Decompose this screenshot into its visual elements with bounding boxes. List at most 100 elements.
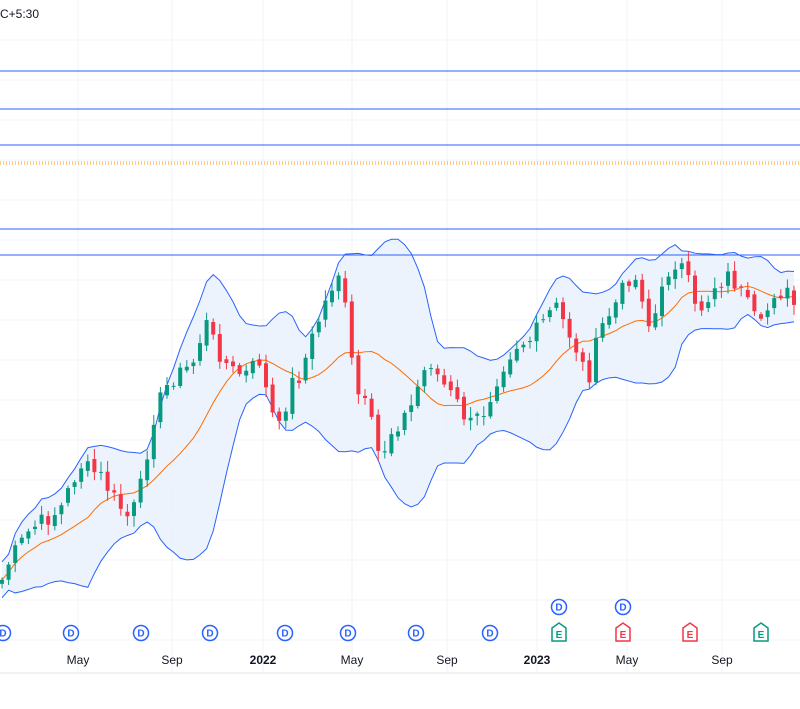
candle[interactable] bbox=[409, 394, 414, 422]
candle[interactable] bbox=[732, 261, 737, 292]
candle[interactable] bbox=[521, 341, 526, 353]
candle[interactable] bbox=[191, 358, 196, 374]
candle[interactable] bbox=[587, 352, 592, 389]
candle[interactable] bbox=[204, 312, 209, 352]
candle[interactable] bbox=[600, 317, 605, 342]
candle[interactable] bbox=[686, 252, 691, 283]
candle[interactable] bbox=[277, 407, 282, 430]
candle[interactable] bbox=[211, 318, 216, 340]
candle[interactable] bbox=[706, 295, 711, 313]
candle[interactable] bbox=[356, 349, 361, 404]
candle[interactable] bbox=[620, 280, 625, 310]
candle[interactable] bbox=[488, 391, 493, 419]
candle[interactable] bbox=[712, 277, 717, 307]
candle[interactable] bbox=[283, 407, 288, 429]
dividend-marker[interactable]: D bbox=[481, 624, 499, 642]
candle[interactable] bbox=[501, 366, 506, 392]
candle[interactable] bbox=[739, 284, 744, 297]
candle[interactable] bbox=[765, 303, 770, 325]
dividend-marker[interactable]: D bbox=[0, 624, 12, 642]
candle[interactable] bbox=[389, 428, 394, 457]
candle[interactable] bbox=[376, 409, 381, 462]
candle[interactable] bbox=[693, 270, 697, 312]
candle[interactable] bbox=[250, 358, 255, 379]
candle[interactable] bbox=[759, 312, 763, 321]
candle[interactable] bbox=[613, 299, 618, 324]
candle[interactable] bbox=[19, 534, 24, 546]
candle[interactable] bbox=[726, 262, 730, 294]
candle[interactable] bbox=[26, 528, 31, 545]
candle[interactable] bbox=[547, 306, 552, 323]
dividend-marker[interactable]: D bbox=[201, 624, 219, 642]
candle[interactable] bbox=[422, 366, 427, 393]
candle[interactable] bbox=[264, 354, 268, 397]
candle[interactable] bbox=[39, 505, 44, 530]
horizontal-lines[interactable] bbox=[0, 70, 800, 256]
candle[interactable] bbox=[257, 353, 262, 368]
candle[interactable] bbox=[303, 353, 308, 384]
candle[interactable] bbox=[330, 282, 334, 307]
candle[interactable] bbox=[217, 324, 222, 369]
candle[interactable] bbox=[46, 511, 51, 536]
candle[interactable] bbox=[541, 314, 546, 323]
candle[interactable] bbox=[369, 393, 374, 420]
candle[interactable] bbox=[145, 450, 150, 487]
candle[interactable] bbox=[66, 485, 70, 507]
candle[interactable] bbox=[158, 387, 163, 429]
candle[interactable] bbox=[627, 279, 631, 292]
candle[interactable] bbox=[752, 290, 757, 316]
candle[interactable] bbox=[745, 282, 750, 300]
candle[interactable] bbox=[118, 484, 123, 516]
candle[interactable] bbox=[594, 328, 598, 386]
dividend-marker[interactable]: D bbox=[339, 624, 357, 642]
candle[interactable] bbox=[198, 334, 202, 366]
candle[interactable] bbox=[607, 307, 612, 329]
candle[interactable] bbox=[396, 426, 400, 441]
candle[interactable] bbox=[125, 504, 130, 526]
candle[interactable] bbox=[237, 362, 242, 377]
candle[interactable] bbox=[699, 295, 704, 316]
candle[interactable] bbox=[13, 540, 18, 573]
candle[interactable] bbox=[85, 454, 90, 477]
candle[interactable] bbox=[79, 463, 84, 489]
candle[interactable] bbox=[495, 378, 499, 404]
candle[interactable] bbox=[72, 479, 77, 495]
candle[interactable] bbox=[343, 270, 348, 308]
candle[interactable] bbox=[528, 336, 532, 349]
candle[interactable] bbox=[778, 289, 783, 301]
candle[interactable] bbox=[363, 389, 367, 405]
earnings-marker[interactable]: E bbox=[615, 622, 631, 642]
dividend-marker[interactable]: D bbox=[614, 598, 632, 616]
candle[interactable] bbox=[382, 440, 387, 459]
candle[interactable] bbox=[112, 483, 117, 501]
time-axis[interactable]: May Sep 2022 May Sep 2023 May Sep bbox=[67, 653, 733, 667]
candle[interactable] bbox=[660, 277, 664, 327]
candle[interactable] bbox=[402, 410, 407, 436]
candle[interactable] bbox=[468, 407, 473, 431]
candle[interactable] bbox=[640, 273, 645, 309]
earnings-marker[interactable]: E bbox=[682, 622, 698, 642]
candle[interactable] bbox=[792, 285, 796, 315]
candle[interactable] bbox=[514, 340, 519, 363]
candle[interactable] bbox=[151, 414, 156, 468]
candle[interactable] bbox=[6, 562, 11, 585]
candle[interactable] bbox=[349, 294, 354, 365]
candle[interactable] bbox=[719, 282, 724, 298]
candle[interactable] bbox=[270, 377, 275, 418]
candle[interactable] bbox=[772, 293, 777, 315]
candle[interactable] bbox=[336, 272, 341, 300]
candle[interactable] bbox=[244, 364, 249, 383]
candle[interactable] bbox=[666, 271, 671, 291]
candle[interactable] bbox=[290, 367, 295, 420]
candle[interactable] bbox=[0, 577, 4, 589]
dividend-marker[interactable]: D bbox=[132, 624, 150, 642]
candle[interactable] bbox=[462, 392, 466, 426]
candle[interactable] bbox=[646, 289, 651, 333]
candle[interactable] bbox=[310, 326, 315, 370]
candle[interactable] bbox=[165, 377, 169, 399]
candle[interactable] bbox=[178, 362, 183, 389]
candle[interactable] bbox=[171, 382, 176, 390]
candle[interactable] bbox=[574, 333, 579, 362]
candle[interactable] bbox=[448, 375, 453, 397]
